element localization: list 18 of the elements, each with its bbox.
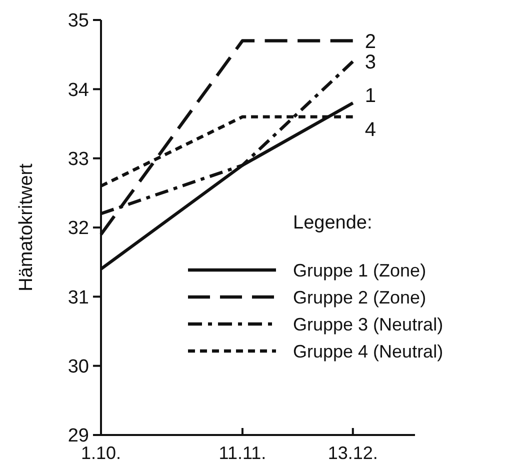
annotation: 3 xyxy=(364,52,376,74)
legend-title: Legende: xyxy=(293,212,372,234)
legend-label: Gruppe 2 (Zone) xyxy=(293,287,426,308)
annotation: 1 xyxy=(364,85,376,107)
legend-label: Gruppe 3 (Neutral) xyxy=(293,314,444,334)
y-tick-label: 31 xyxy=(68,287,89,308)
legend-label: Gruppe 4 (Neutral) xyxy=(293,341,444,362)
legend-label: Gruppe 1 (Zone) xyxy=(293,260,426,280)
x-tick-label: 13.12. xyxy=(328,443,378,463)
y-tick-label: 34 xyxy=(68,80,90,101)
y-tick-label: 30 xyxy=(68,356,89,378)
annotation: 2 xyxy=(364,30,376,53)
annotation: 4 xyxy=(364,118,376,141)
x-tick-label: 11.11. xyxy=(218,443,266,463)
y-tick-label: 35 xyxy=(68,10,89,32)
y-tick-label: 33 xyxy=(68,148,89,170)
y-axis-title: Hämatokritwert xyxy=(16,162,37,292)
y-tick-label: 32 xyxy=(68,218,89,240)
